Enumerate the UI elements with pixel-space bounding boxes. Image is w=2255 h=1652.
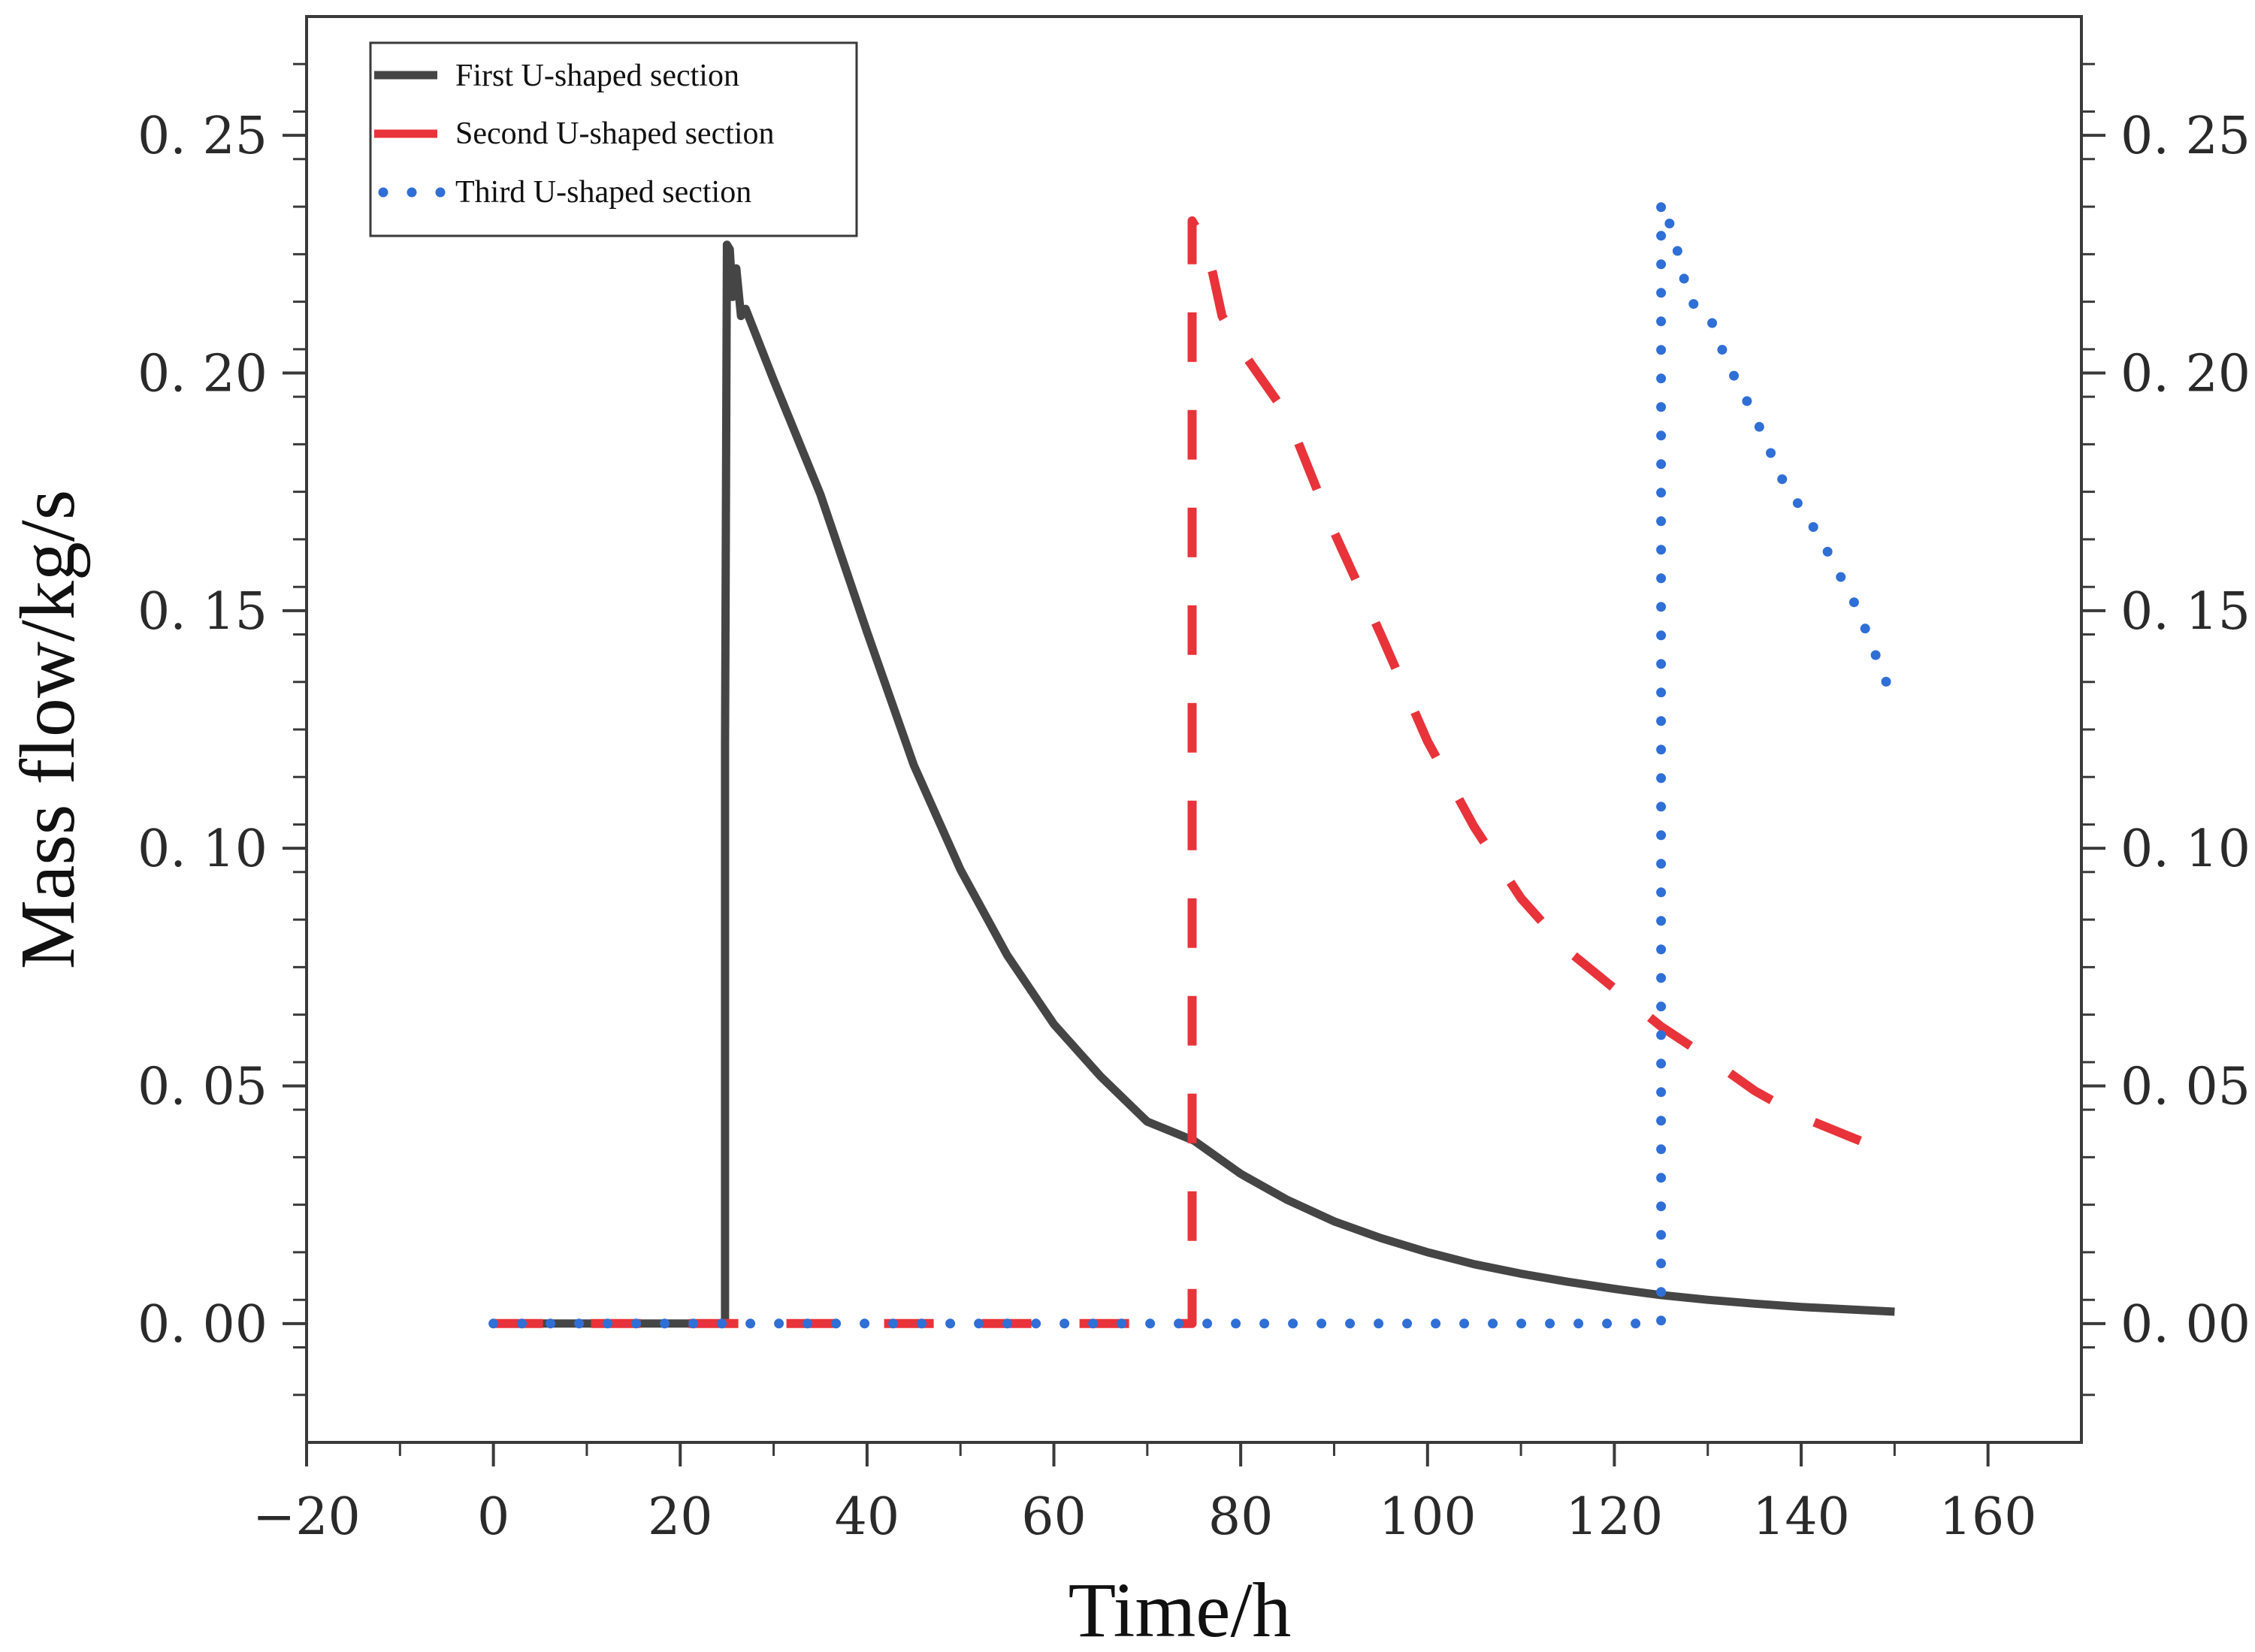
- y-tick-label-right: 0. 15: [2120, 582, 2250, 642]
- y-axis-title: Mass flow/kg/s: [5, 490, 91, 969]
- x-tick-label: 40: [835, 1487, 900, 1547]
- x-axis-title: Time/h: [1069, 1567, 1292, 1652]
- y-tick-label-left: 0. 20: [138, 345, 268, 404]
- y-tick-label-right: 0. 25: [2120, 107, 2250, 166]
- legend-label-third: Third U-shaped section: [455, 175, 751, 210]
- x-tick-label: 0: [477, 1487, 509, 1547]
- x-tick-label: 100: [1379, 1487, 1477, 1547]
- series-first-u-shaped: [493, 240, 1895, 1328]
- x-tick-label: 140: [1752, 1487, 1850, 1547]
- x-tick-label: 80: [1208, 1487, 1274, 1547]
- y-tick-label-left: 0. 25: [138, 107, 268, 166]
- y-tick-label-right: 0. 20: [2120, 345, 2250, 404]
- series-second-u-shaped: [493, 216, 1897, 1328]
- y-tick-label-right: 0. 10: [2120, 820, 2250, 879]
- y-tick-label-left: 0. 05: [138, 1058, 268, 1117]
- y-tick-label-right: 0. 05: [2120, 1058, 2250, 1117]
- legend: First U-shaped section Second U-shaped s…: [369, 41, 858, 237]
- x-tick-label: 20: [648, 1487, 713, 1547]
- y-tick-label-left: 0. 00: [138, 1295, 268, 1355]
- y-tick-label-left: 0. 15: [138, 582, 268, 642]
- y-tick-label-left: 0. 10: [138, 820, 268, 879]
- legend-label-first: First U-shaped section: [455, 59, 739, 93]
- series-third-u-shaped: [488, 197, 1900, 1329]
- legend-label-second: Second U-shaped section: [455, 116, 775, 151]
- x-tick-label: 60: [1021, 1487, 1087, 1547]
- x-tick-label: −20: [252, 1487, 361, 1547]
- x-tick-label: 160: [1939, 1487, 2037, 1547]
- series-layer: [488, 197, 1900, 1329]
- y-tick-label-right: 0. 00: [2120, 1295, 2250, 1355]
- ticks-layer: −20 0 20 40 60 80 100 120 140 160 0. 00 0. 00 0. 05 0…: [138, 62, 2250, 1547]
- legend-box: [369, 41, 858, 237]
- x-tick-label: 120: [1566, 1487, 1664, 1547]
